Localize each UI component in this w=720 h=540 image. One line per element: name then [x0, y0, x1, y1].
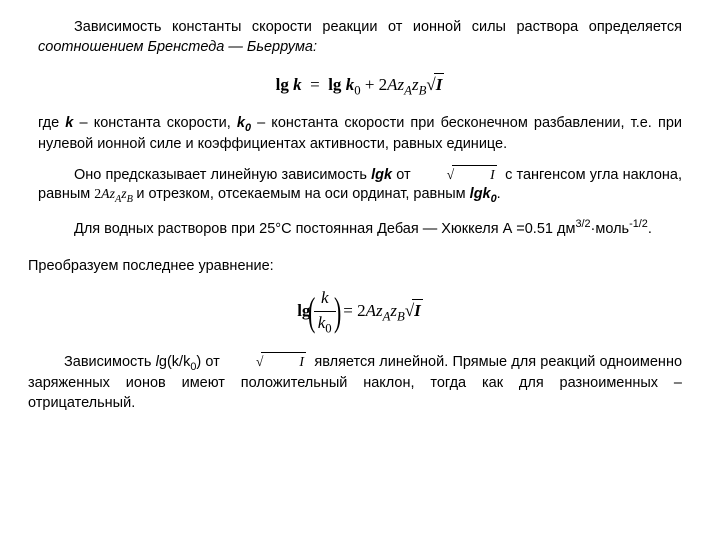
sqrt-I-inline: I — [411, 167, 497, 182]
text: Зависимость — [64, 354, 156, 370]
var-k0: k0 — [237, 115, 251, 131]
sqrt-I-inline-2: I — [220, 354, 306, 369]
text: Для водных растворов при 25°С постоянная… — [74, 221, 575, 237]
lgk: lgk — [371, 167, 392, 183]
paragraph-conclusion: Зависимость lg(k/k0) отI является линейн… — [28, 352, 682, 414]
text: . — [497, 186, 501, 202]
paragraph-intro: Зависимость константы скорости реакции о… — [38, 18, 682, 57]
paragraph-where: где k – константа скорости, k0 – констан… — [38, 114, 682, 155]
text: – константа скорости, — [73, 115, 236, 131]
equation-bronsted-bjerrum: lg k = lg k0 + 2AzAzBI — [38, 73, 682, 100]
text: Оно предсказывает линейную зависимость — [74, 167, 371, 183]
text: Преобразуем последнее уравнение: — [28, 258, 274, 274]
text: ·моль — [591, 221, 630, 237]
text: g(k/k — [159, 354, 190, 370]
paragraph-linear: Оно предсказывает линейную зависимость l… — [38, 165, 682, 207]
text: где — [38, 115, 65, 131]
text: . — [648, 221, 652, 237]
text: ) от — [196, 354, 219, 370]
exp-neg12: -1/2 — [629, 218, 648, 230]
text: Зависимость константы скорости реакции о… — [74, 19, 682, 35]
exp-32: 3/2 — [575, 218, 590, 230]
relation-name: соотношением Бренстеда — Бьеррума: — [38, 39, 317, 55]
paragraph-transform: Преобразуем последнее уравнение: — [28, 257, 682, 277]
paragraph-debye: Для водных растворов при 25°С постоянная… — [38, 217, 682, 239]
text: и отрезком, отсекаемым на оси ординат, р… — [136, 186, 469, 202]
text: от — [392, 167, 411, 183]
equation-log-ratio: lg(kk0) = 2AzAzBI — [38, 287, 682, 338]
slope-expr: 2AzAzB — [94, 186, 136, 201]
lgk0: lgk0 — [470, 186, 497, 202]
